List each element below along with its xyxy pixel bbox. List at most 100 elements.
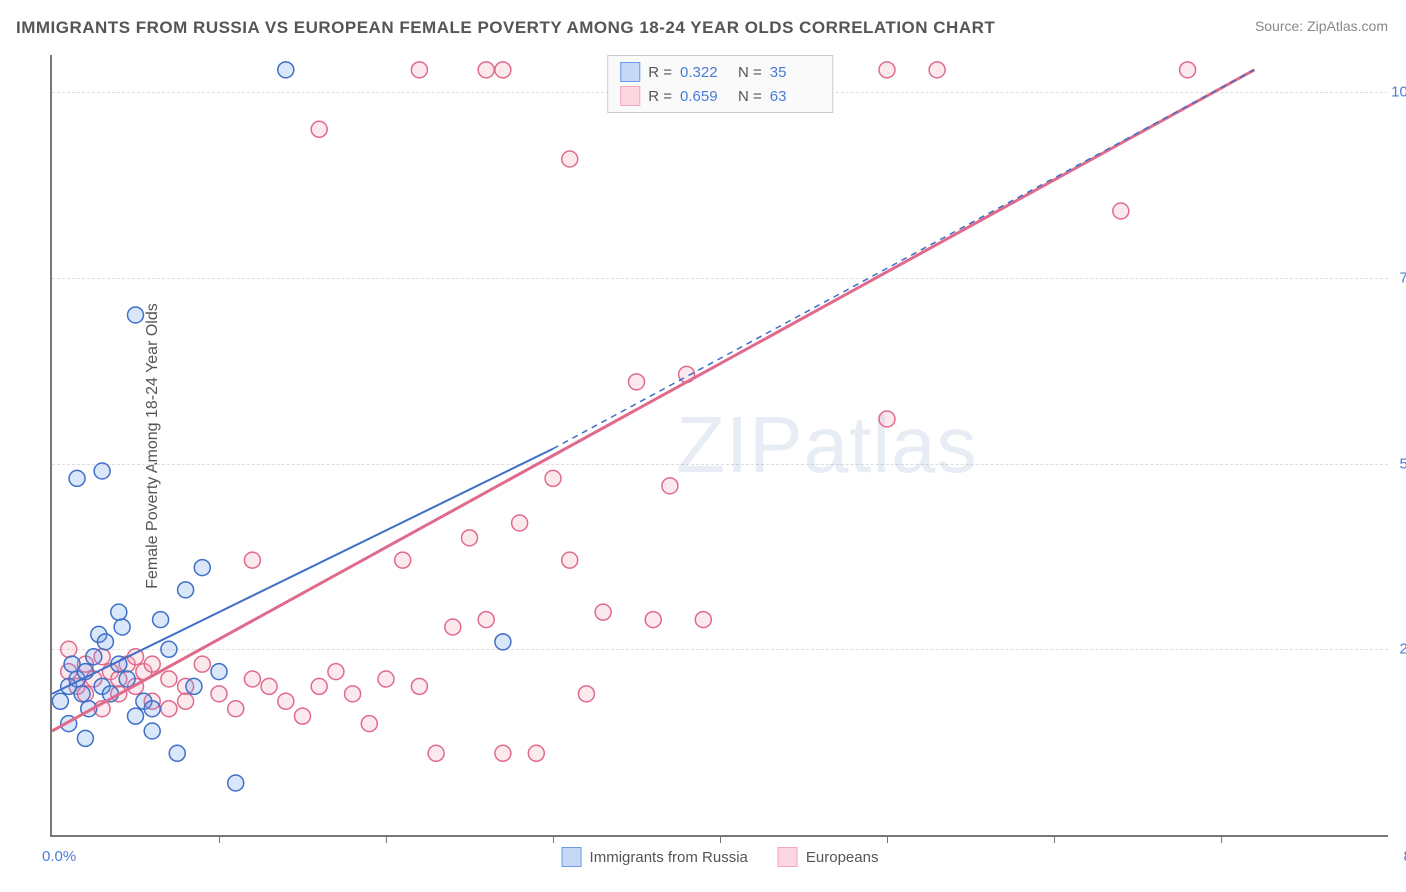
legend-label: Immigrants from Russia <box>590 849 748 866</box>
legend-row-russia: R = 0.322 N = 35 <box>620 60 820 84</box>
marker-europeans <box>578 686 594 702</box>
marker-europeans <box>311 121 327 137</box>
marker-europeans <box>645 612 661 628</box>
n-label: N = <box>738 64 762 81</box>
marker-europeans <box>562 151 578 167</box>
marker-russia <box>77 730 93 746</box>
marker-europeans <box>695 612 711 628</box>
marker-russia <box>278 62 294 78</box>
marker-russia <box>178 582 194 598</box>
marker-europeans <box>311 678 327 694</box>
marker-europeans <box>244 552 260 568</box>
marker-europeans <box>445 619 461 635</box>
marker-russia <box>186 678 202 694</box>
marker-russia <box>211 664 227 680</box>
n-value: 35 <box>770 64 820 81</box>
legend-series: Immigrants from Russia Europeans <box>562 847 879 867</box>
ytick-label: 75.0% <box>1395 269 1406 286</box>
xtick <box>553 835 554 843</box>
marker-europeans <box>528 745 544 761</box>
marker-europeans <box>345 686 361 702</box>
marker-europeans <box>462 530 478 546</box>
marker-russia <box>69 470 85 486</box>
marker-russia <box>144 701 160 717</box>
n-label: N = <box>738 88 762 105</box>
marker-russia <box>128 307 144 323</box>
swatch-russia-icon <box>562 847 582 867</box>
marker-russia <box>161 641 177 657</box>
marker-europeans <box>378 671 394 687</box>
marker-europeans <box>495 62 511 78</box>
marker-russia <box>97 634 113 650</box>
xtick <box>720 835 721 843</box>
chart-title: IMMIGRANTS FROM RUSSIA VS EUROPEAN FEMAL… <box>16 18 995 38</box>
marker-europeans <box>879 62 895 78</box>
chart-svg <box>52 55 1388 835</box>
marker-europeans <box>629 374 645 390</box>
marker-russia <box>111 604 127 620</box>
marker-europeans <box>178 693 194 709</box>
marker-europeans <box>261 678 277 694</box>
plot-area: ZIPatlas R = 0.322 N = 35 R = 0.659 N = … <box>50 55 1388 837</box>
xtick-label-min: 0.0% <box>42 848 76 865</box>
r-label: R = <box>648 64 672 81</box>
marker-europeans <box>61 641 77 657</box>
marker-europeans <box>879 411 895 427</box>
legend-item-europeans: Europeans <box>778 847 879 867</box>
marker-europeans <box>295 708 311 724</box>
legend-label: Europeans <box>806 849 879 866</box>
marker-russia <box>94 463 110 479</box>
legend-correlation: R = 0.322 N = 35 R = 0.659 N = 63 <box>607 55 833 113</box>
xtick <box>219 835 220 843</box>
xtick <box>386 835 387 843</box>
marker-europeans <box>211 686 227 702</box>
marker-europeans <box>595 604 611 620</box>
r-value: 0.659 <box>680 88 730 105</box>
marker-europeans <box>411 678 427 694</box>
marker-europeans <box>161 671 177 687</box>
marker-europeans <box>228 701 244 717</box>
marker-europeans <box>562 552 578 568</box>
marker-russia <box>86 649 102 665</box>
r-label: R = <box>648 88 672 105</box>
r-value: 0.322 <box>680 64 730 81</box>
xtick <box>887 835 888 843</box>
marker-europeans <box>929 62 945 78</box>
marker-europeans <box>161 701 177 717</box>
n-value: 63 <box>770 88 820 105</box>
xtick <box>1054 835 1055 843</box>
marker-europeans <box>395 552 411 568</box>
marker-russia <box>74 686 90 702</box>
marker-europeans <box>478 612 494 628</box>
swatch-europeans-icon <box>620 86 640 106</box>
marker-russia <box>52 693 68 709</box>
marker-europeans <box>361 716 377 732</box>
source-label: Source: ZipAtlas.com <box>1255 18 1388 34</box>
marker-europeans <box>244 671 260 687</box>
trendline-europeans <box>52 70 1254 731</box>
marker-russia <box>228 775 244 791</box>
marker-europeans <box>545 470 561 486</box>
marker-russia <box>128 708 144 724</box>
marker-russia <box>153 612 169 628</box>
marker-russia <box>495 634 511 650</box>
marker-russia <box>144 723 160 739</box>
marker-europeans <box>495 745 511 761</box>
marker-russia <box>114 619 130 635</box>
marker-europeans <box>144 656 160 672</box>
swatch-russia-icon <box>620 62 640 82</box>
ytick-label: 50.0% <box>1395 455 1406 472</box>
marker-europeans <box>428 745 444 761</box>
marker-europeans <box>411 62 427 78</box>
marker-europeans <box>1180 62 1196 78</box>
swatch-europeans-icon <box>778 847 798 867</box>
marker-europeans <box>478 62 494 78</box>
marker-russia <box>169 745 185 761</box>
legend-item-russia: Immigrants from Russia <box>562 847 748 867</box>
trendline-russia <box>52 449 553 694</box>
marker-europeans <box>328 664 344 680</box>
legend-row-europeans: R = 0.659 N = 63 <box>620 84 820 108</box>
marker-russia <box>119 671 135 687</box>
marker-europeans <box>194 656 210 672</box>
ytick-label: 100.0% <box>1387 84 1406 101</box>
